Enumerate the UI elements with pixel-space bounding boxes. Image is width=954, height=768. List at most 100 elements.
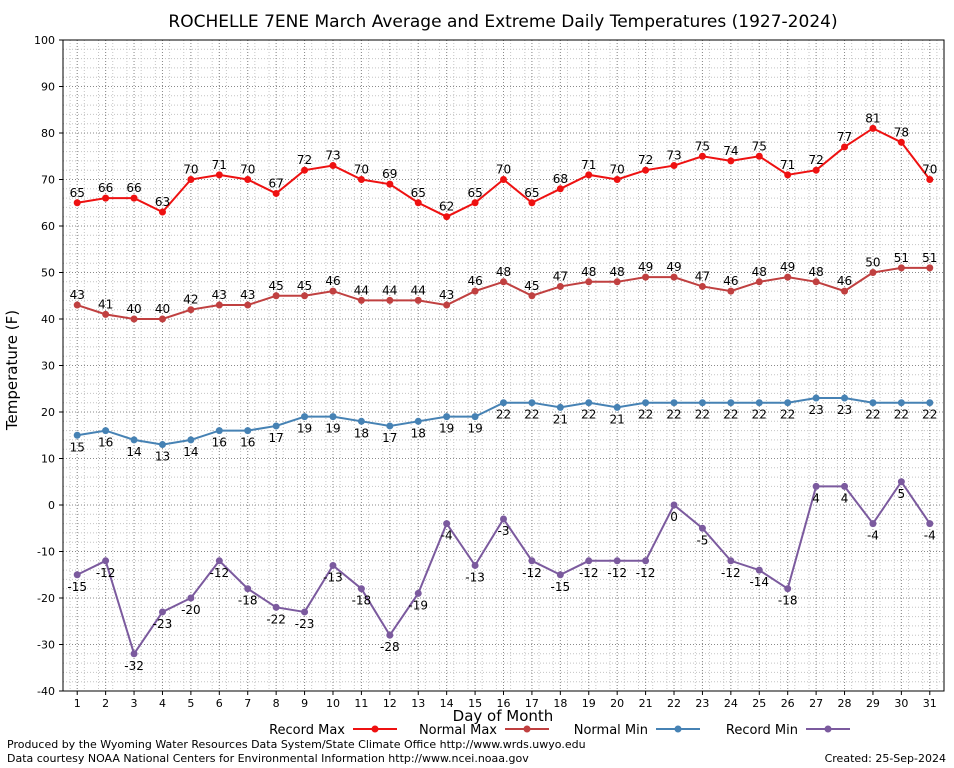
data-label: 43 bbox=[439, 288, 454, 302]
data-label: -32 bbox=[124, 659, 144, 673]
data-point bbox=[784, 399, 792, 407]
data-point bbox=[585, 557, 593, 565]
data-label: 65 bbox=[70, 186, 85, 200]
x-tick-label: 21 bbox=[639, 697, 653, 710]
data-point bbox=[187, 436, 195, 444]
data-label: -23 bbox=[153, 617, 173, 631]
x-tick-label: 28 bbox=[838, 697, 852, 710]
data-point bbox=[784, 171, 792, 179]
legend-label: Normal Min bbox=[574, 723, 648, 738]
y-tick-label: 90 bbox=[41, 81, 55, 94]
grid bbox=[63, 39, 944, 692]
data-label: 16 bbox=[212, 436, 227, 450]
x-tick-label: 14 bbox=[440, 697, 454, 710]
data-point bbox=[528, 557, 536, 565]
data-point bbox=[215, 557, 223, 565]
data-point bbox=[897, 138, 905, 146]
data-point bbox=[556, 571, 564, 579]
data-label: -12 bbox=[579, 566, 599, 580]
data-label: -4 bbox=[441, 529, 453, 543]
data-label: 19 bbox=[325, 422, 340, 436]
data-label: 22 bbox=[695, 408, 710, 422]
data-label: 71 bbox=[780, 158, 795, 172]
data-label: -13 bbox=[323, 570, 343, 584]
x-tick-label: 16 bbox=[497, 697, 511, 710]
data-label: 71 bbox=[212, 158, 227, 172]
legend-label: Record Max bbox=[269, 723, 345, 738]
created-date: Created: 25-Sep-2024 bbox=[825, 752, 946, 765]
data-point bbox=[357, 176, 365, 183]
data-label: 81 bbox=[865, 111, 880, 125]
data-point bbox=[670, 162, 678, 170]
y-tick-label: -40 bbox=[37, 685, 55, 698]
y-tick-label: 60 bbox=[41, 220, 55, 233]
data-point bbox=[73, 301, 81, 309]
data-point bbox=[670, 399, 678, 407]
data-label: 63 bbox=[155, 195, 170, 209]
y-axis-label: Temperature (F) bbox=[3, 310, 21, 431]
data-point bbox=[102, 427, 110, 435]
data-label: -18 bbox=[778, 594, 798, 608]
data-point bbox=[727, 157, 735, 165]
data-label: 23 bbox=[808, 403, 823, 417]
data-point bbox=[897, 264, 905, 272]
x-tick-label: 18 bbox=[553, 697, 567, 710]
data-point bbox=[187, 176, 195, 183]
data-label: 51 bbox=[894, 251, 909, 265]
data-label: 68 bbox=[553, 172, 568, 186]
data-label: -18 bbox=[238, 594, 258, 608]
data-label: 75 bbox=[752, 139, 767, 153]
data-point bbox=[528, 292, 536, 300]
x-tick-label: 26 bbox=[781, 697, 795, 710]
data-point bbox=[386, 422, 394, 430]
data-label: 19 bbox=[297, 422, 312, 436]
data-label: 44 bbox=[354, 283, 369, 297]
data-point bbox=[926, 520, 934, 528]
data-point bbox=[102, 557, 110, 565]
data-point bbox=[613, 557, 621, 565]
legend-marker bbox=[824, 725, 832, 733]
data-point bbox=[158, 208, 166, 216]
data-point bbox=[500, 176, 507, 183]
data-label: 23 bbox=[837, 403, 852, 417]
data-label: -12 bbox=[210, 566, 230, 580]
data-point bbox=[812, 394, 820, 402]
legend-label: Record Min bbox=[726, 723, 798, 738]
data-label: 46 bbox=[467, 274, 482, 288]
data-label: 45 bbox=[524, 279, 539, 293]
data-point bbox=[471, 413, 479, 421]
data-label: 65 bbox=[524, 186, 539, 200]
y-tick-label: 100 bbox=[34, 34, 55, 47]
legend-item: Record Min bbox=[726, 723, 850, 738]
data-point bbox=[500, 515, 507, 523]
x-tick-label: 2 bbox=[102, 697, 109, 710]
data-label: -28 bbox=[380, 640, 400, 654]
data-label: 4 bbox=[812, 491, 820, 505]
data-label: 22 bbox=[922, 408, 937, 422]
data-point bbox=[130, 436, 138, 444]
x-tick-label: 22 bbox=[667, 697, 681, 710]
data-label: -22 bbox=[266, 612, 286, 626]
data-label: 70 bbox=[354, 163, 369, 177]
y-tick-label: 80 bbox=[41, 127, 55, 140]
data-label: 67 bbox=[269, 176, 284, 190]
data-label: 44 bbox=[411, 283, 426, 297]
data-point bbox=[869, 124, 877, 132]
data-label: 46 bbox=[325, 274, 340, 288]
data-point bbox=[642, 166, 650, 174]
data-label: 0 bbox=[670, 510, 678, 524]
data-point bbox=[755, 278, 763, 286]
legend-marker bbox=[523, 725, 531, 733]
data-point bbox=[613, 403, 621, 411]
y-tick-label: 50 bbox=[41, 267, 55, 280]
data-point bbox=[727, 287, 735, 295]
data-label: 73 bbox=[325, 149, 340, 163]
data-label: 46 bbox=[723, 274, 738, 288]
series-layer: 65 66 66 63 70 71 70 67 72 73 70 69 65 62 65 70 65 68 71 70… bbox=[67, 111, 937, 672]
data-label: 22 bbox=[780, 408, 795, 422]
data-point bbox=[244, 301, 252, 309]
data-label: 22 bbox=[752, 408, 767, 422]
data-point bbox=[329, 287, 337, 295]
legend-label: Normal Max bbox=[419, 723, 497, 738]
data-label: -12 bbox=[636, 566, 656, 580]
